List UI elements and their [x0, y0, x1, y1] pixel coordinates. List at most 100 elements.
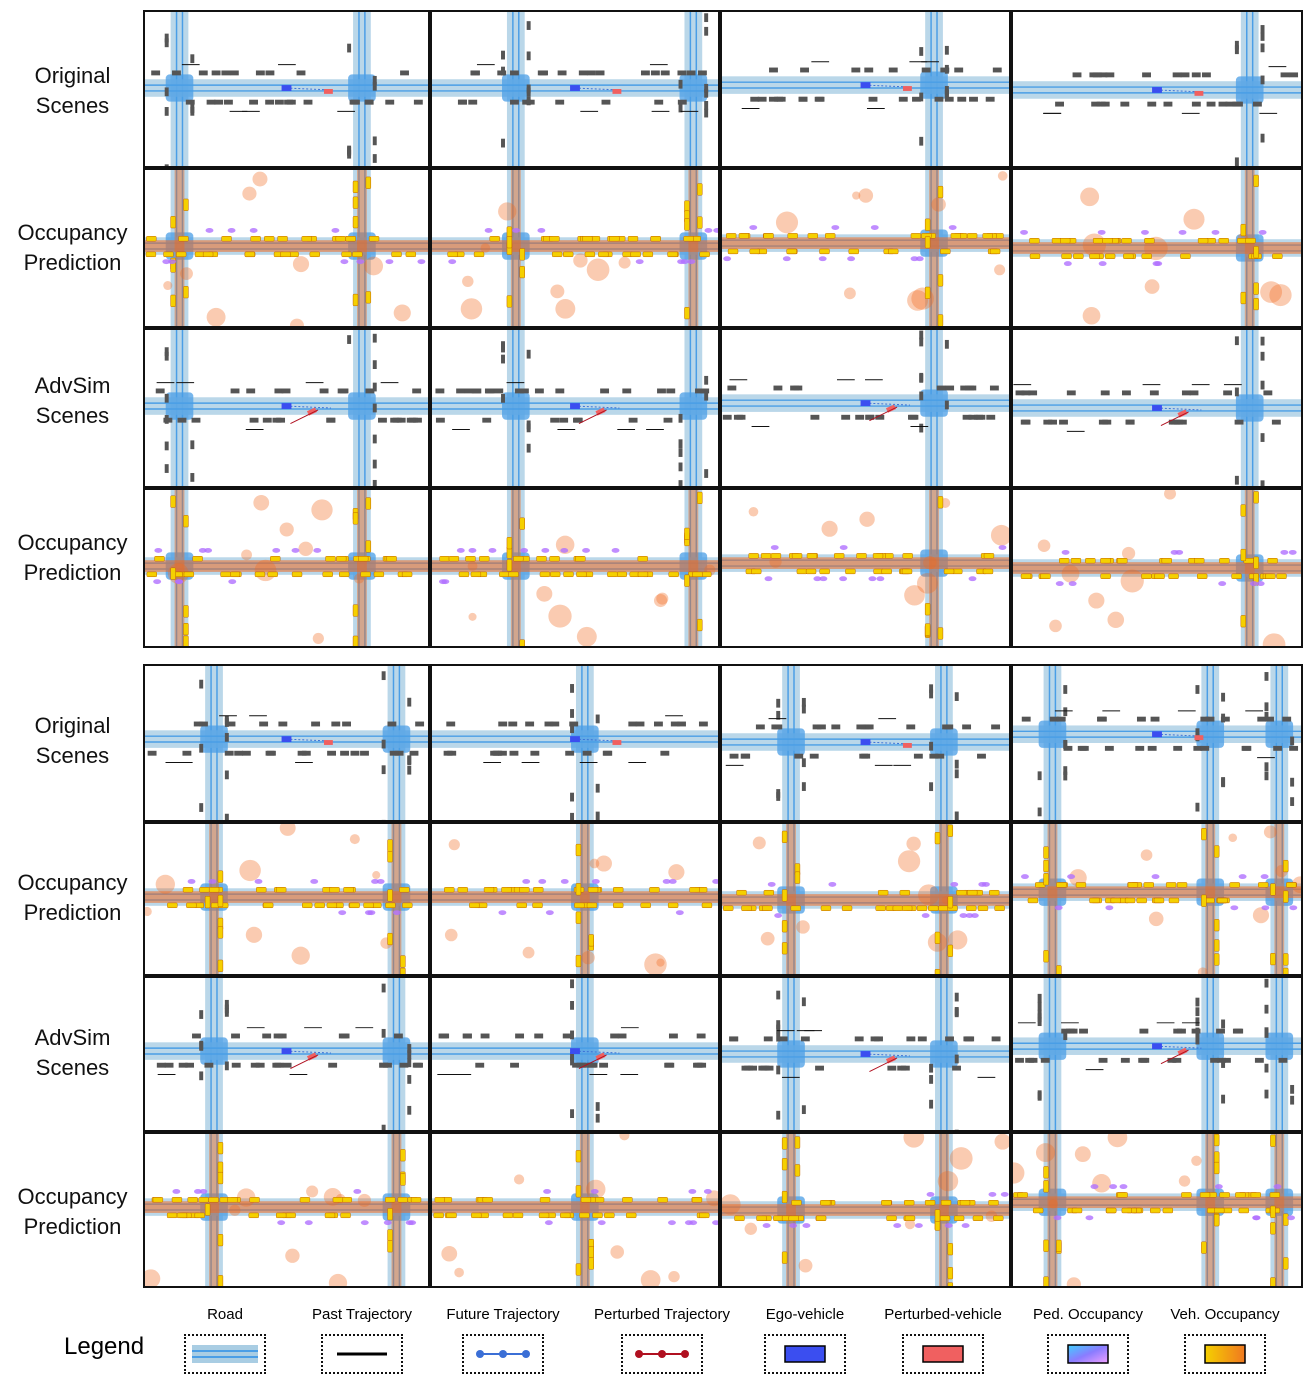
row-label-line2: Scenes — [35, 743, 110, 768]
legend-item: Ego-vehicle — [730, 1306, 880, 1374]
row-label-line1: Occupancy — [17, 530, 128, 555]
past-trajectory-icon — [321, 1334, 403, 1374]
scene-panel — [720, 10, 1011, 168]
map-view — [722, 1134, 1009, 1286]
scene-panel — [430, 976, 720, 1132]
row-label-line1: Original — [34, 63, 111, 88]
scene-panel — [1011, 10, 1303, 168]
map-view — [1013, 12, 1301, 166]
map-view — [145, 12, 428, 166]
scene-panel — [430, 10, 720, 168]
row-label-line2: Prediction — [23, 1214, 122, 1239]
row-label: Original Scenes — [0, 61, 145, 121]
map-view — [432, 490, 718, 646]
row-label: Occupancy Prediction — [0, 528, 145, 588]
row-label-line2: Scenes — [35, 1055, 110, 1080]
legend-item-label: Ego-vehicle — [765, 1306, 845, 1323]
row-label-line2: Prediction — [23, 900, 122, 925]
map-view — [432, 666, 718, 820]
row-label: Original Scenes — [0, 711, 145, 771]
scene-panel — [1011, 664, 1303, 822]
map-view — [722, 978, 1009, 1130]
map-view — [432, 330, 718, 486]
legend-item-label: Future Trajectory — [446, 1306, 560, 1323]
occupancy-panel — [143, 168, 430, 328]
map-view — [432, 12, 718, 166]
occupancy-panel — [720, 488, 1011, 648]
scene-panel — [720, 976, 1011, 1132]
occupancy-panel — [1011, 168, 1303, 328]
row-label-line2: Prediction — [23, 250, 122, 275]
occupancy-panel — [430, 1132, 720, 1288]
scene-panel — [430, 328, 720, 488]
future-trajectory-icon — [462, 1334, 544, 1374]
map-view — [432, 978, 718, 1130]
scene-panel — [143, 328, 430, 488]
legend-item: Ped. Occupancy — [1013, 1306, 1163, 1374]
row-label-line2: Prediction — [23, 560, 122, 585]
legend-item: Past Trajectory — [287, 1306, 437, 1374]
legend-title: Legend — [64, 1333, 145, 1360]
ego-vehicle-icon — [764, 1334, 846, 1374]
row-label-line2: Scenes — [35, 93, 110, 118]
map-view — [145, 978, 428, 1130]
occupancy-panel — [430, 168, 720, 328]
legend-item-label: Road — [207, 1306, 243, 1323]
legend-item-label: Veh. Occupancy — [1170, 1306, 1280, 1323]
occupancy-panel — [720, 1132, 1011, 1288]
map-view — [145, 330, 428, 486]
map-view — [145, 170, 428, 326]
map-view — [432, 1134, 718, 1286]
occupancy-panel — [143, 488, 430, 648]
map-view — [145, 824, 428, 974]
scene-panel — [143, 10, 430, 168]
map-view — [432, 170, 718, 326]
map-view — [145, 490, 428, 646]
map-view — [1013, 824, 1301, 974]
row-label-line1: AdvSim — [34, 1025, 111, 1050]
legend-item: Perturbed Trajectory — [587, 1306, 737, 1374]
occupancy-panel — [430, 822, 720, 976]
scene-panel — [720, 664, 1011, 822]
scene-panel — [1011, 328, 1303, 488]
legend-item-label: Perturbed-vehicle — [884, 1306, 1002, 1323]
row-label: Occupancy Prediction — [0, 868, 145, 928]
legend-item-label: Perturbed Trajectory — [594, 1306, 730, 1323]
row-label-line2: Scenes — [35, 403, 110, 428]
legend-item: Future Trajectory — [428, 1306, 578, 1374]
row-label-line1: Original — [34, 713, 111, 738]
occupancy-panel — [1011, 822, 1303, 976]
scene-panel — [143, 976, 430, 1132]
occupancy-panel — [143, 822, 430, 976]
occupancy-panel — [143, 1132, 430, 1288]
perturbed-trajectory-icon — [621, 1334, 703, 1374]
map-view — [145, 666, 428, 820]
map-view — [722, 824, 1009, 974]
legend-item-label: Ped. Occupancy — [1032, 1306, 1144, 1323]
ped-occupancy-icon — [1047, 1334, 1129, 1374]
map-view — [1013, 170, 1301, 326]
map-view — [1013, 978, 1301, 1130]
row-label-line1: Occupancy — [17, 220, 128, 245]
veh-occupancy-icon — [1184, 1334, 1266, 1374]
map-view — [722, 12, 1009, 166]
legend-item: Road — [150, 1306, 300, 1374]
map-view — [722, 666, 1009, 820]
legend-item: Veh. Occupancy — [1150, 1306, 1300, 1374]
road-icon — [184, 1334, 266, 1374]
map-view — [1013, 490, 1301, 646]
occupancy-panel — [430, 488, 720, 648]
map-view — [1013, 666, 1301, 820]
scene-panel — [430, 664, 720, 822]
map-view — [145, 1134, 428, 1286]
scene-panel — [1011, 976, 1303, 1132]
map-view — [432, 824, 718, 974]
row-label: AdvSim Scenes — [0, 1023, 145, 1083]
row-label-line1: AdvSim — [34, 373, 111, 398]
perturbed-vehicle-icon — [902, 1334, 984, 1374]
map-view — [722, 490, 1009, 646]
legend-item: Perturbed-vehicle — [868, 1306, 1018, 1374]
row-label: Occupancy Prediction — [0, 218, 145, 278]
legend-item-label: Past Trajectory — [311, 1306, 413, 1323]
occupancy-panel — [720, 822, 1011, 976]
